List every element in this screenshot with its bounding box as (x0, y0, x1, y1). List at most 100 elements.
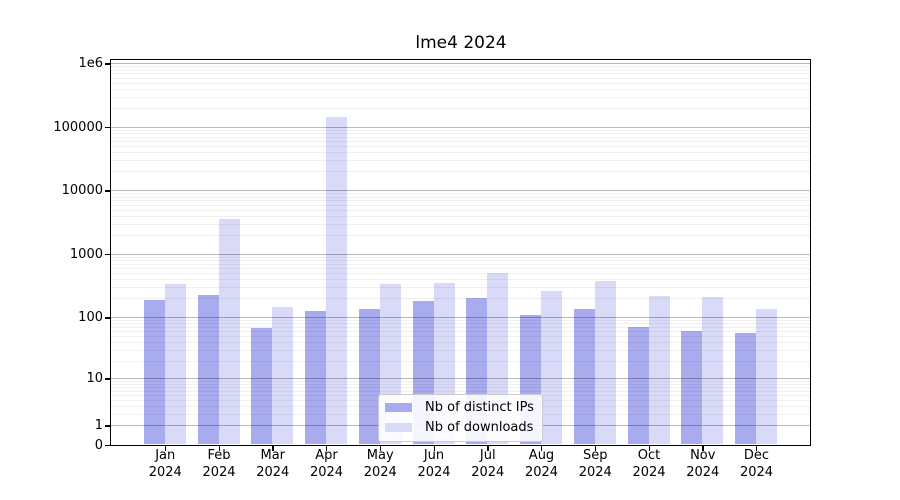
minor-gridline (111, 146, 810, 148)
x-tick-year: 2024 (148, 464, 182, 480)
bar-distinct-ips-apr (305, 310, 326, 445)
bar-distinct-ips-oct (627, 326, 649, 445)
major-gridline (111, 190, 810, 192)
x-tick-mark (594, 446, 597, 451)
y-tick-mark (105, 190, 110, 192)
x-tick-mark (487, 446, 489, 451)
x-tick-month: Dec (743, 448, 770, 463)
x-tick-mark (433, 446, 435, 451)
x-tick-month: Sep (582, 448, 608, 463)
minor-gridline (111, 141, 810, 143)
minor-gridline (111, 209, 810, 211)
minor-gridline (111, 82, 810, 84)
x-tick-month: Jul (479, 448, 496, 463)
major-gridline (111, 378, 810, 380)
x-tick-label: Aug 2024 (512, 448, 572, 481)
minor-gridline (111, 223, 810, 225)
plot-area (110, 58, 811, 446)
minor-gridline (111, 387, 810, 389)
x-tick-month: Aug (528, 448, 555, 463)
x-tick-label: Jul 2024 (458, 448, 518, 481)
x-tick-label: Nov 2024 (673, 448, 733, 481)
bar-downloads-oct (648, 296, 670, 445)
x-tick-label: Jun 2024 (404, 448, 464, 481)
x-tick-mark (379, 446, 382, 451)
major-gridline (111, 253, 810, 255)
y-tick-label: 10000 (61, 183, 103, 199)
x-tick-month: Oct (637, 448, 661, 463)
bar-downloads-apr (326, 117, 347, 445)
minor-gridline (111, 204, 810, 206)
minor-gridline (111, 66, 810, 68)
x-tick-mark (164, 446, 167, 451)
x-tick-label: May 2024 (350, 448, 410, 481)
x-tick-mark (756, 446, 758, 451)
minor-gridline (111, 336, 810, 338)
x-tick-month: Nov (690, 448, 716, 463)
legend-label-downloads: Nb of downloads (425, 420, 534, 435)
minor-gridline (111, 390, 810, 392)
bar-distinct-ips-mar (251, 327, 273, 445)
x-tick-month: May (366, 448, 394, 463)
minor-gridline (111, 383, 810, 385)
minor-gridline (111, 360, 810, 362)
minor-gridline (111, 349, 810, 351)
y-tick-label: 100000 (53, 119, 103, 135)
bar-downloads-dec (756, 308, 777, 445)
bar-distinct-ips-may (358, 309, 380, 445)
x-tick-mark (702, 446, 704, 451)
minor-gridline (111, 88, 810, 90)
minor-gridline (111, 326, 810, 328)
minor-gridline (111, 69, 810, 71)
legend-item-downloads: Nb of downloads (385, 420, 534, 435)
y-tick-mark (105, 317, 110, 319)
y-tick-label: 1000 (69, 246, 103, 262)
x-tick-year: 2024 (309, 464, 344, 480)
x-tick-year: 2024 (632, 464, 666, 480)
minor-gridline (111, 129, 810, 131)
minor-gridline (111, 136, 810, 138)
x-tick-month: Apr (315, 448, 338, 463)
minor-gridline (111, 381, 810, 382)
major-gridline (111, 63, 810, 65)
minor-gridline (111, 260, 810, 262)
x-tick-label: Apr 2024 (297, 448, 357, 481)
y-tick-label: 0 (94, 437, 103, 453)
x-tick-label: Sep 2024 (565, 448, 625, 481)
x-tick-month: Mar (260, 448, 286, 463)
bar-downloads-sep (594, 281, 616, 445)
x-tick-year: 2024 (524, 464, 559, 480)
legend-swatch-downloads (385, 423, 412, 432)
bar-downloads-aug (541, 290, 562, 445)
major-gridline (111, 317, 810, 319)
x-tick-year: 2024 (578, 464, 612, 480)
minor-gridline (111, 279, 810, 281)
x-tick-mark (218, 446, 220, 451)
minor-gridline (111, 320, 810, 322)
x-tick-label: Feb 2024 (189, 448, 249, 481)
x-tick-label: Oct 2024 (619, 448, 679, 481)
legend-item-distinct_ips: Nb of distinct IPs (385, 400, 534, 415)
x-tick-year: 2024 (202, 464, 236, 480)
y-tick-mark (105, 444, 110, 446)
minor-gridline (111, 96, 810, 98)
x-tick-year: 2024 (417, 464, 451, 480)
x-tick-year: 2024 (256, 464, 290, 480)
bar-downloads-nov (702, 297, 724, 445)
bar-distinct-ips-nov (681, 330, 703, 445)
x-tick-year: 2024 (739, 464, 774, 480)
x-tick-year: 2024 (471, 464, 505, 480)
x-tick-month: Jun (423, 448, 445, 463)
bar-distinct-ips-sep (573, 308, 595, 445)
minor-gridline (111, 273, 810, 275)
x-tick-label: Mar 2024 (243, 448, 303, 481)
x-tick-mark (272, 446, 274, 451)
minor-gridline (111, 200, 810, 202)
minor-gridline (111, 73, 810, 75)
minor-gridline (111, 193, 810, 195)
minor-gridline (111, 323, 810, 325)
x-tick-year: 2024 (363, 464, 397, 480)
minor-gridline (111, 77, 810, 79)
x-tick-label: Jan 2024 (135, 448, 195, 481)
y-tick-mark (105, 126, 110, 129)
